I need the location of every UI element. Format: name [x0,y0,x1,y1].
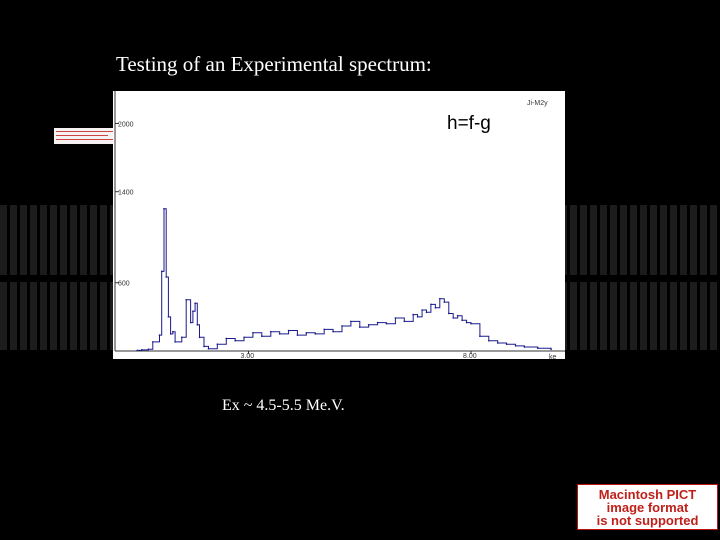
spectrum-bin-point [216,343,219,345]
spectrum-bin-point [261,335,263,338]
spectrum-bin-point [332,330,334,333]
y-tick-label: 2000 [118,121,134,128]
spectrum-bin-point [488,339,490,342]
spectrum-bin-point [461,319,463,322]
legend-strip [54,128,120,144]
spectrum-bin-point [341,325,343,327]
spectrum-bin-point [185,299,187,301]
spectrum-bin-point [447,312,450,315]
spectrum-bin-point [278,333,281,335]
spectrum-bin-point [243,336,245,339]
spectrum-bin-point [198,336,201,339]
spectrum-bin-point [305,331,308,334]
spectrum-bin-point [412,313,414,316]
spectrum-bin-point [152,341,154,343]
spectrum-bin-point [160,270,163,273]
spectrum-plot: h=f-g Ji-M2y ke 600 1400 2000 3.00 8.00 [114,91,565,359]
spectrum-bin-point [323,328,325,331]
spectrum-bin-point [523,346,526,348]
spectrum-bin-point [287,329,290,332]
spectrum-bin-point [314,333,317,335]
spectrum-bin-point [269,330,272,333]
spectrum-bin-point [189,321,192,324]
spectrum-bin-point [550,348,552,351]
spectrum-bin-point [465,321,468,324]
spectrum-bin-point [167,316,170,318]
spectrum-bin-point [443,301,446,303]
spectrum-bin-point [158,334,161,336]
pict-line-1: Macintosh PICT [598,486,697,502]
energy-caption: Ex ~ 4.5-5.5 Me.V. [222,397,345,414]
spectrum-bin-point [416,316,419,318]
pict-unsupported-placeholder: Macintosh PICT image format is not suppo… [577,484,718,530]
spectrum-bin-point [296,334,299,336]
y-tick-label: 600 [118,281,130,288]
spectrum-bin-point [252,331,254,334]
spectrum-bin-point [385,322,388,325]
spectrum-bin-point [207,347,210,350]
spectrum-bin-point [136,349,139,352]
spectrum-bin-point [147,348,150,351]
spectrum-bin-point [456,314,459,317]
spectrum-bin-point [470,322,472,325]
spectrum-bin-point [192,310,194,312]
spectrum-bin-point [434,306,437,309]
y-tick-label: 1400 [118,190,134,197]
spectrum-bin-point [367,324,370,326]
spectrum-bin-point [180,336,183,339]
spectrum-bin-point [358,326,361,328]
spectrum-bin-point [234,339,236,342]
x-tick-label: 3.00 [241,353,255,359]
spectrum-bin-point [196,324,199,326]
spectrum-bin-point [514,345,517,347]
spectrum-bin-point [376,321,379,324]
x-tick-label: 8.00 [463,353,477,359]
spectrum-bin-point [421,309,423,311]
spectrum-bin-point [430,303,432,306]
spectrum-bin-point [496,342,499,344]
corner-label: Ji-M2y [527,100,548,107]
spectrum-bin-point [203,345,205,348]
slide-title: Testing of an Experimental spectrum: [116,52,432,76]
pict-line-2: image format [606,499,689,515]
spectrum-bin-point [403,320,406,323]
annotation-label: h=f-g [447,113,491,134]
spectrum-bin-point [225,337,228,340]
spectrum-bin-point [536,347,539,349]
spectrum-bin-point [439,297,441,300]
spectrum-bin-point [505,343,508,345]
spectrum-bin-point [194,302,196,305]
spectrum-bin-point [350,320,352,323]
pict-line-3: is not supported [596,512,699,528]
spectrum-series-line [137,208,552,351]
spectrum-bin-point [169,333,172,335]
spectrum-bin-point [394,317,397,319]
spectrum-bin-point [479,335,481,338]
spectrum-bin-point [174,341,176,343]
spectrum-bin-point [425,311,428,314]
spectrum-bin-point [172,330,174,333]
x-unit-label: ke [549,354,557,359]
spectrum-bin-point [140,349,143,351]
spectrum-bin-point [163,207,165,210]
spectrum-chart: h=f-g Ji-M2y ke 600 1400 2000 3.00 8.00 [113,91,565,359]
spectrum-bin-point [452,317,455,319]
spectrum-bin-point [165,276,167,278]
